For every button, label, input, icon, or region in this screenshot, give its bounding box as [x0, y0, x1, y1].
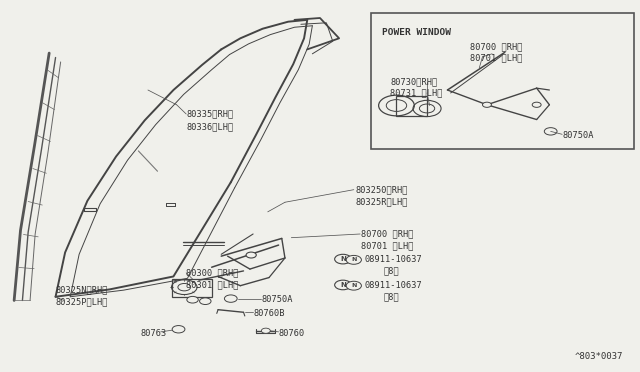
- Text: 80750A: 80750A: [261, 295, 293, 304]
- Text: POWER WINDOW: POWER WINDOW: [383, 28, 451, 37]
- Text: N: N: [351, 283, 356, 288]
- Circle shape: [225, 295, 237, 302]
- Text: 80325R〈LH〉: 80325R〈LH〉: [355, 197, 408, 206]
- Text: 803250〈RH〉: 803250〈RH〉: [355, 185, 408, 194]
- Text: 80700 〈RH〉: 80700 〈RH〉: [470, 42, 522, 51]
- Text: 80325N〈RH〉: 80325N〈RH〉: [56, 286, 108, 295]
- Text: 08911-10637: 08911-10637: [365, 281, 422, 290]
- Text: 80760: 80760: [278, 329, 305, 338]
- Text: 80700 〈RH〉: 80700 〈RH〉: [362, 230, 414, 238]
- Text: N: N: [340, 256, 346, 262]
- Text: 80763: 80763: [140, 329, 166, 338]
- Text: 〈8〉: 〈8〉: [384, 266, 399, 275]
- Circle shape: [187, 296, 198, 303]
- Text: N: N: [340, 282, 346, 288]
- Bar: [396, 96, 427, 116]
- Text: 80300 〈RH〉: 80300 〈RH〉: [186, 268, 239, 277]
- Circle shape: [246, 252, 256, 258]
- Text: 80731 〈LH〉: 80731 〈LH〉: [390, 89, 443, 97]
- Text: 80701 〈LH〉: 80701 〈LH〉: [470, 53, 522, 62]
- Text: 80701 〈LH〉: 80701 〈LH〉: [362, 241, 414, 250]
- Circle shape: [483, 102, 492, 108]
- Circle shape: [544, 128, 557, 135]
- Text: N: N: [351, 257, 356, 262]
- Circle shape: [200, 298, 211, 305]
- Text: 80336〈LH〉: 80336〈LH〉: [186, 122, 234, 131]
- Text: 80730〈RH〉: 80730〈RH〉: [390, 77, 437, 86]
- Circle shape: [346, 281, 362, 290]
- Circle shape: [261, 328, 270, 333]
- Circle shape: [335, 254, 351, 264]
- Bar: [371, 13, 634, 149]
- Text: 80325P〈LH〉: 80325P〈LH〉: [56, 298, 108, 307]
- Text: 80335〈RH〉: 80335〈RH〉: [186, 109, 234, 119]
- Text: 08911-10637: 08911-10637: [365, 255, 422, 264]
- Text: ^803*0037: ^803*0037: [574, 352, 623, 361]
- Text: 80750A: 80750A: [562, 131, 594, 140]
- Text: 80760B: 80760B: [253, 309, 285, 318]
- Text: 〈8〉: 〈8〉: [384, 292, 399, 301]
- Circle shape: [172, 326, 185, 333]
- Circle shape: [335, 280, 351, 290]
- Circle shape: [346, 256, 362, 264]
- Circle shape: [532, 102, 541, 108]
- Text: 80301 〈LH〉: 80301 〈LH〉: [186, 280, 239, 289]
